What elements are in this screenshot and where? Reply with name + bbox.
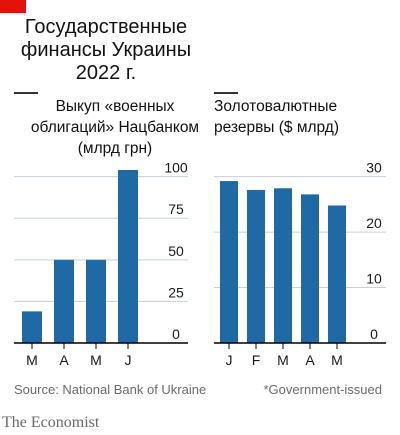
x-tick-label: M (90, 352, 102, 368)
footnote: *Government-issued (263, 382, 383, 397)
y-tick-label: 0 (172, 326, 180, 342)
source-note: Source: National Bank of Ukraine (14, 382, 207, 397)
x-tick-label: M (26, 352, 38, 368)
bar (328, 205, 346, 343)
bar (118, 169, 138, 343)
x-tick-label: M (331, 352, 343, 368)
y-tick-label: 10 (366, 271, 382, 287)
bar (301, 194, 319, 343)
x-tick-label: M (277, 352, 289, 368)
y-tick-label: 25 (168, 284, 184, 300)
y-tick-label: 100 (164, 160, 188, 176)
x-tick-label: A (305, 352, 315, 368)
right-chart-subtitle: Золотовалютные резервы ($ млрд) (214, 98, 340, 136)
x-tick-label: J (226, 352, 233, 368)
y-tick-label: 30 (366, 160, 382, 176)
publisher-logo: The Economist (2, 414, 100, 431)
bar (220, 181, 238, 343)
bar (22, 311, 42, 343)
bar (54, 259, 74, 343)
bar (274, 188, 292, 343)
left-subtitle-rule (14, 92, 38, 94)
left-chart-subtitle: Выкуп «военных облигаций» Нацбанком (млр… (30, 98, 200, 157)
bar (86, 259, 106, 343)
bar (247, 189, 265, 343)
x-tick-label: F (252, 352, 261, 368)
y-tick-label: 75 (168, 201, 184, 217)
left-bar-chart: 0 25 50 75 100 M A M J (14, 160, 188, 368)
chart-title: Государственные финансы Украины 2022 г. (20, 16, 192, 84)
y-tick-label: 0 (370, 326, 378, 342)
y-tick-label: 50 (168, 243, 184, 259)
brand-rectangle (0, 0, 26, 13)
x-tick-label: A (59, 352, 69, 368)
y-tick-label: 20 (366, 215, 382, 231)
x-tick-label: J (125, 352, 132, 368)
right-subtitle-rule (214, 92, 238, 94)
